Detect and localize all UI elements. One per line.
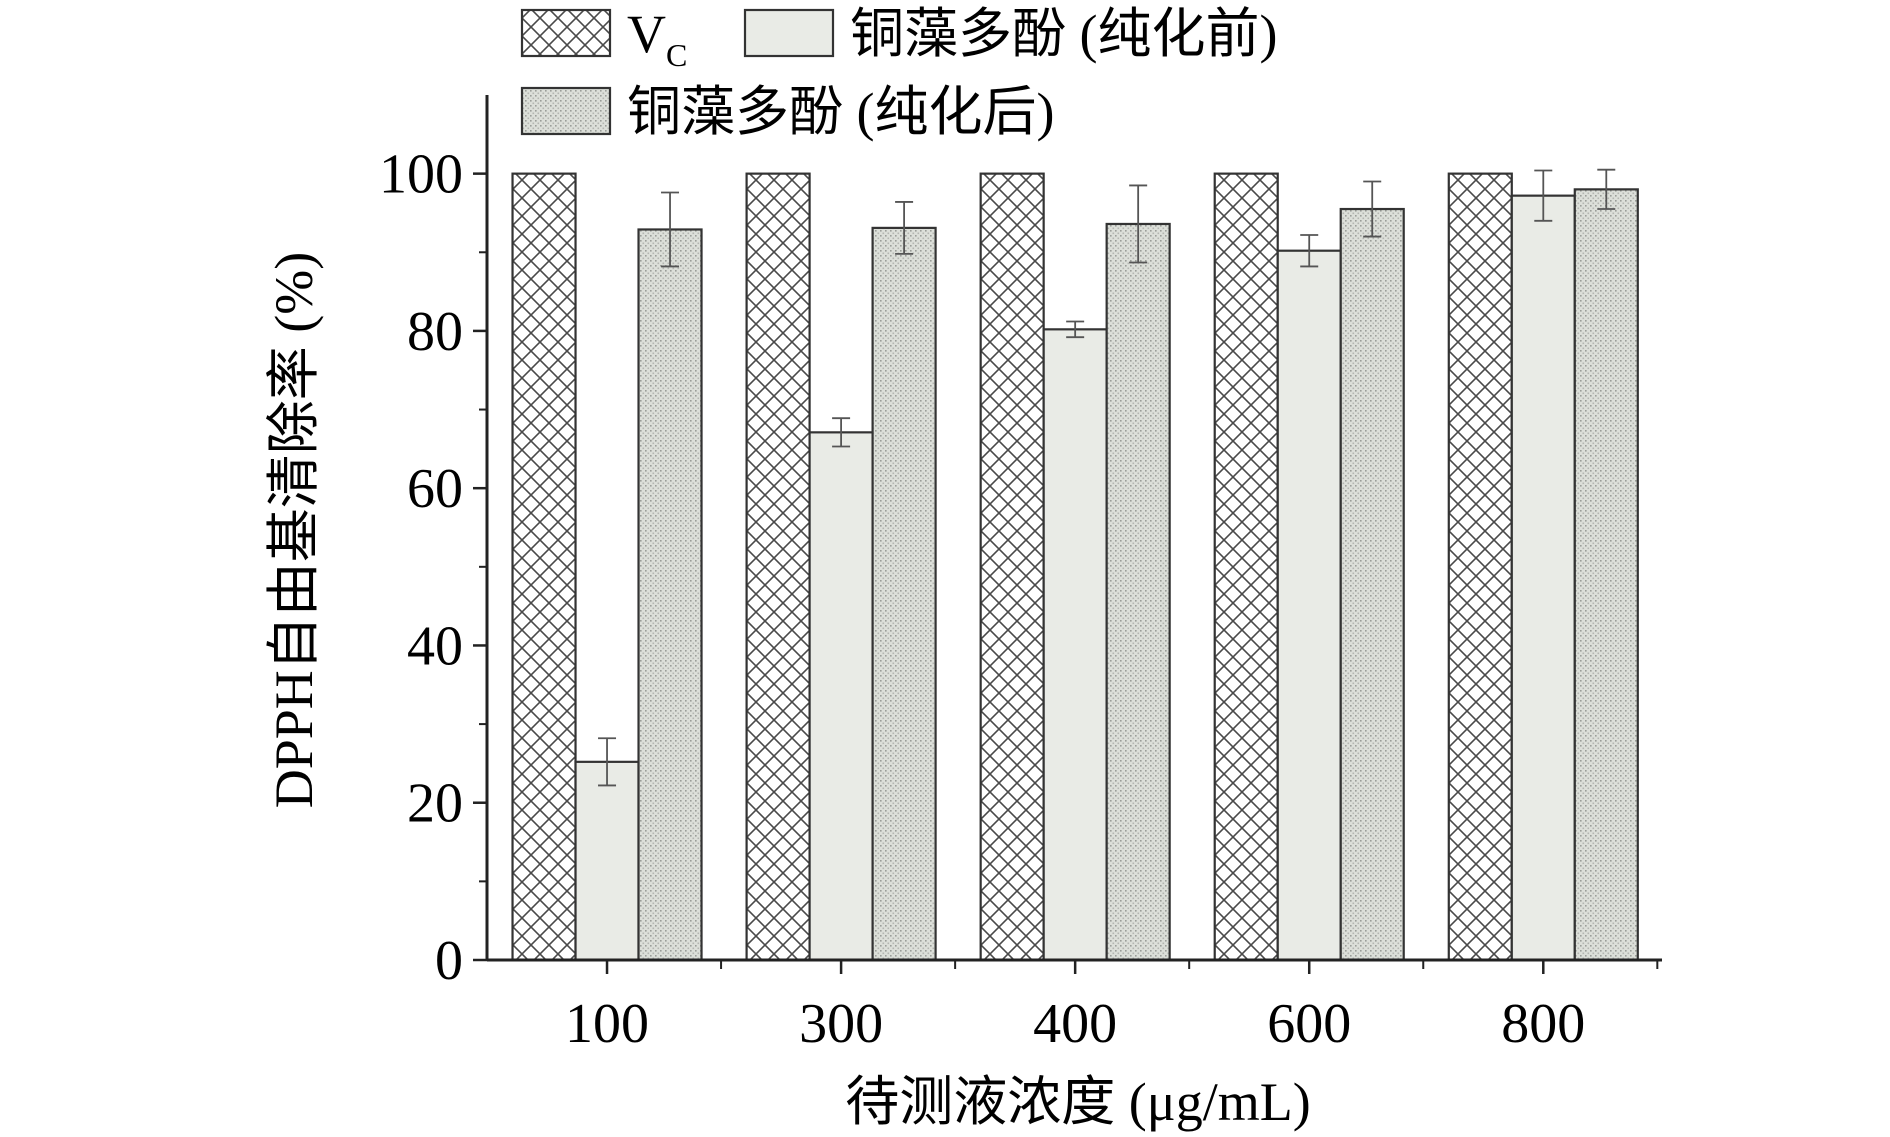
y-tick-label-20: 20 <box>407 773 463 835</box>
bar-3-300 <box>871 226 937 962</box>
bar-3-800 <box>1573 188 1639 962</box>
legend-item-1: VC <box>520 4 687 73</box>
bar-1-300 <box>745 172 811 962</box>
x-axis-label: 待测液浓度 (μg/mL) <box>845 1072 1310 1132</box>
x-tick-label-800: 800 <box>1501 993 1585 1055</box>
y-axis-label: DPPH自由基清除率 (%) <box>264 252 324 809</box>
bar-2-100 <box>574 760 640 962</box>
y-tick-label-80: 80 <box>407 301 463 363</box>
bar-2-800 <box>1510 194 1576 962</box>
error-bar-3-400 <box>1129 184 1148 264</box>
legend-swatch-2 <box>743 8 835 58</box>
error-bar-2-400 <box>1066 320 1085 339</box>
legend-item-3: 铜藻多酚 (纯化后) <box>520 82 1054 142</box>
x-tick-label-600: 600 <box>1267 993 1351 1055</box>
bar-1-100 <box>511 172 577 962</box>
error-bar-3-800 <box>1597 168 1616 210</box>
legend-swatch-1 <box>520 8 612 58</box>
error-bar-3-600 <box>1363 180 1382 238</box>
bar-1-400 <box>979 172 1045 962</box>
bar-1-800 <box>1447 172 1513 962</box>
error-bar-2-800 <box>1534 169 1553 222</box>
bar-2-300 <box>808 431 874 962</box>
y-tick-label-60: 60 <box>407 458 463 520</box>
legend-label-1: VC <box>627 4 687 73</box>
x-tick-label-400: 400 <box>1033 993 1117 1055</box>
y-tick-label-40: 40 <box>407 615 463 677</box>
bar-3-600 <box>1339 207 1405 962</box>
y-tick-label-0: 0 <box>435 930 463 992</box>
error-bars <box>598 168 1616 787</box>
x-tick-label-300: 300 <box>799 993 883 1055</box>
bar-2-400 <box>1042 328 1108 962</box>
bar-1-600 <box>1213 172 1279 962</box>
error-bar-2-100 <box>598 737 617 787</box>
legend: VC 铜藻多酚 (纯化前) 铜藻多酚 (纯化后) <box>520 4 1277 142</box>
error-bar-2-300 <box>832 417 851 448</box>
legend-swatch-3 <box>520 86 612 136</box>
bar-3-100 <box>637 228 703 962</box>
x-tick-label-100: 100 <box>565 993 649 1055</box>
bar-3-400 <box>1105 222 1171 962</box>
legend-item-2: 铜藻多酚 (纯化前) <box>743 4 1277 64</box>
y-tick-label-100: 100 <box>379 144 463 206</box>
error-bar-3-300 <box>895 201 914 255</box>
legend-label-3: 铜藻多酚 (纯化后) <box>627 82 1054 142</box>
bars <box>511 172 1639 962</box>
axes: 0 20 40 60 80 100 100 300 400 600 800 <box>379 95 1662 1055</box>
error-bar-2-600 <box>1300 234 1319 268</box>
error-bar-3-100 <box>661 191 680 268</box>
legend-label-2: 铜藻多酚 (纯化前) <box>850 4 1277 64</box>
bar-2-600 <box>1276 249 1342 962</box>
